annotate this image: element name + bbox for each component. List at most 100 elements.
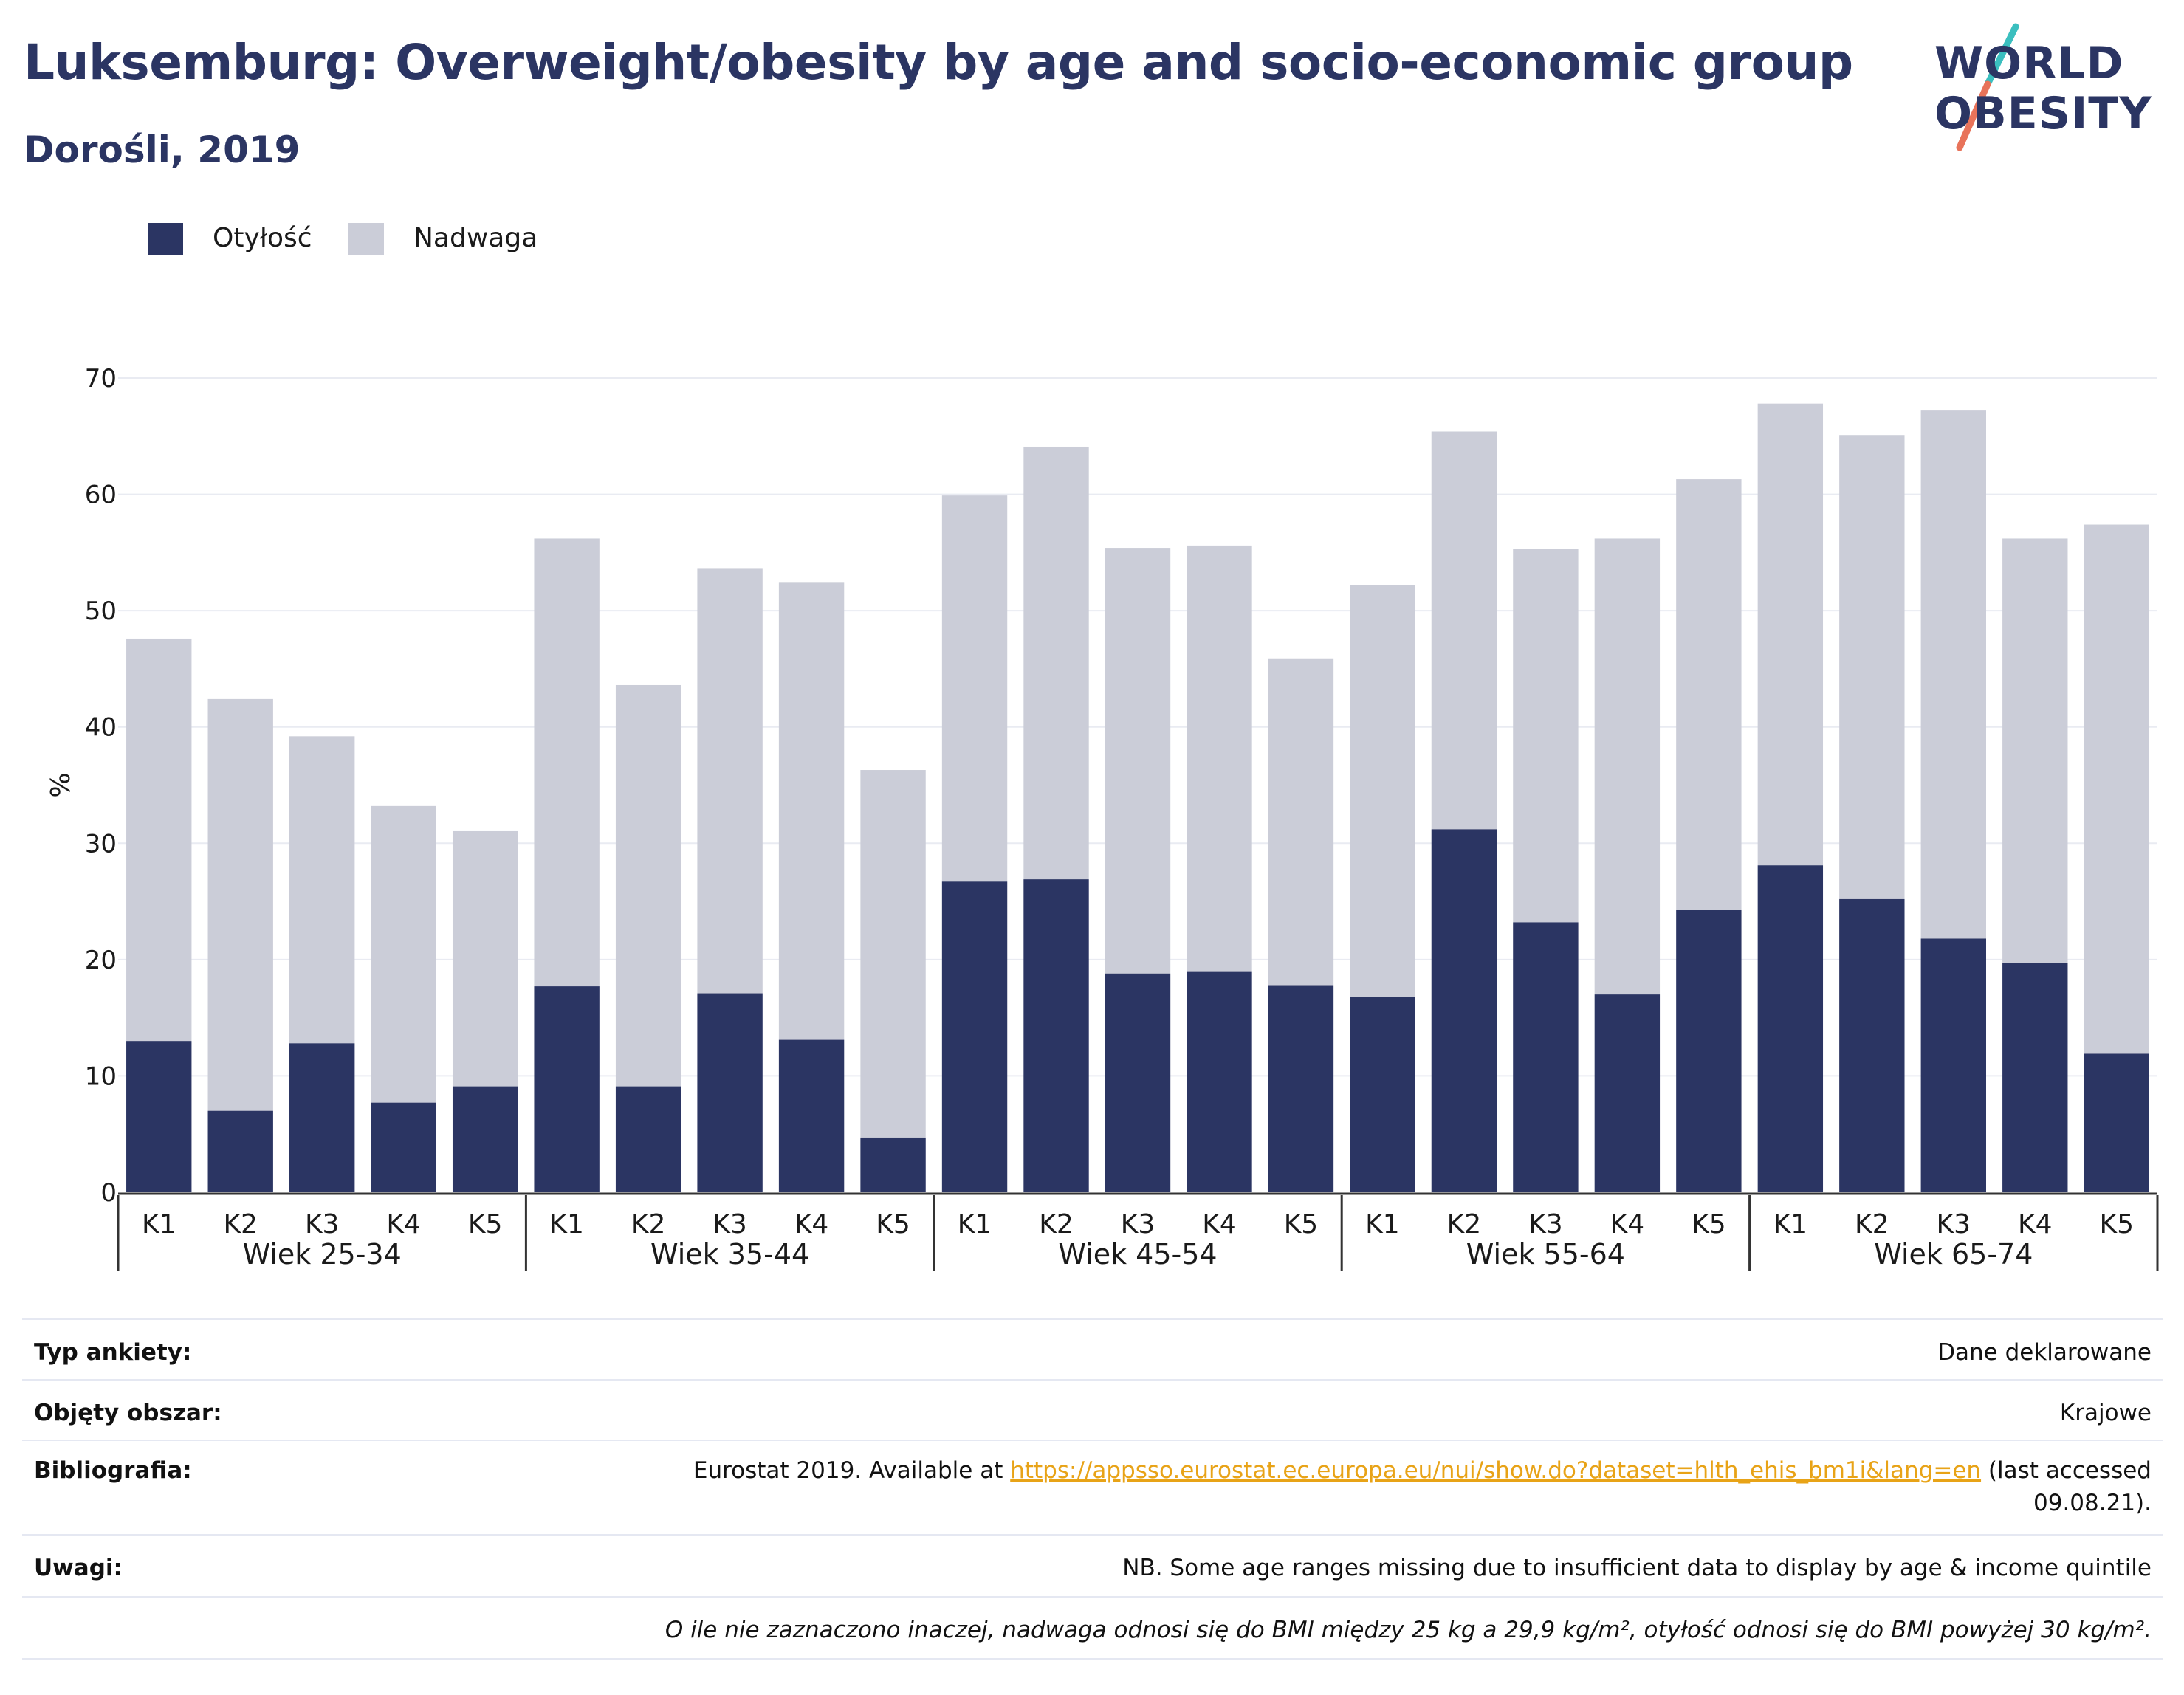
logo-slash-icon (1956, 23, 2019, 151)
info-row-area: Objęty obszar: Krajowe (22, 1379, 2163, 1440)
bibliography-link[interactable]: https://appsso.eurostat.ec.europa.eu/nui… (1010, 1457, 1982, 1484)
x-tick-label: K2 (1855, 1209, 1889, 1240)
bar-overweight[interactable] (289, 736, 355, 1044)
bar-obesity[interactable] (1920, 938, 1986, 1192)
info-table: Typ ankiety: Dane deklarowane Objęty obs… (22, 1318, 2163, 1660)
bar-obesity[interactable] (1594, 994, 1661, 1192)
bar-obesity[interactable] (1757, 865, 1824, 1192)
y-tick-label: 0 (100, 1178, 117, 1208)
info-row-survey: Typ ankiety: Dane deklarowane (22, 1318, 2163, 1379)
bar-obesity[interactable] (2002, 963, 2068, 1192)
x-tick-label: K2 (1447, 1209, 1482, 1240)
bar-overweight[interactable] (371, 805, 436, 1103)
x-tick-label: K4 (2018, 1209, 2053, 1240)
bar-overweight[interactable] (2084, 524, 2149, 1054)
bar-overweight[interactable] (1839, 435, 1905, 899)
bar-obesity[interactable] (1187, 971, 1252, 1192)
bar-obesity[interactable] (126, 1041, 192, 1192)
x-tick-label: K5 (1284, 1209, 1319, 1240)
bar-overweight[interactable] (860, 770, 926, 1138)
info-value-survey: Dane deklarowane (1937, 1339, 2152, 1366)
bar-obesity[interactable] (452, 1086, 518, 1192)
x-tick-label: K1 (1773, 1209, 1808, 1240)
x-tick-label: K3 (1121, 1209, 1155, 1240)
x-tick-label: K4 (386, 1209, 421, 1240)
y-axis-label: % (44, 772, 74, 797)
bar-overweight[interactable] (697, 568, 763, 994)
bar-overweight[interactable] (1431, 431, 1497, 830)
bar-overweight[interactable] (534, 538, 600, 987)
info-row-bibliography: Bibliografia: Eurostat 2019. Available a… (22, 1440, 2163, 1534)
stacked-bar-chart: 0 10 20 30 40 50 60 70% K1 K2 K3 K4 K5 K1 K2 K3 K4 K5 K1 K2… (44, 364, 2159, 1271)
bar-overweight[interactable] (1105, 548, 1171, 974)
bar-obesity[interactable] (1023, 879, 1089, 1192)
bar-overweight[interactable] (1594, 538, 1661, 995)
info-row-footnote: O ile nie zaznaczono inaczej, nadwaga od… (22, 1596, 2163, 1658)
bar-overweight[interactable] (1350, 585, 1415, 997)
bibliography-prefix: Eurostat 2019. Available at (693, 1457, 1011, 1484)
info-label-bibliography: Bibliografia: (34, 1457, 192, 1484)
y-tick-label: 20 (85, 946, 117, 975)
bar-obesity[interactable] (1105, 973, 1171, 1192)
bar-obesity[interactable] (1676, 910, 1742, 1192)
group-label: Wiek 25-34 (243, 1238, 402, 1271)
x-tick-label: K4 (1202, 1209, 1237, 1240)
group-label: Wiek 35-44 (650, 1238, 809, 1271)
bar-overweight[interactable] (941, 495, 1008, 882)
bar-obesity[interactable] (1513, 922, 1579, 1192)
bar-obesity[interactable] (1268, 985, 1334, 1192)
logo-text-world: WORLD (1934, 38, 2124, 89)
bar-overweight[interactable] (126, 638, 192, 1042)
bar-overweight[interactable] (778, 582, 845, 1040)
info-value-notes: NB. Some age ranges missing due to insuf… (1122, 1555, 2152, 1581)
bar-overweight[interactable] (1676, 479, 1742, 910)
group-label: Wiek 55-64 (1466, 1238, 1625, 1271)
bar-obesity[interactable] (371, 1102, 436, 1192)
bar-obesity[interactable] (289, 1043, 355, 1192)
bar-obesity[interactable] (697, 993, 763, 1192)
group-label: Wiek 65-74 (1874, 1238, 2033, 1271)
x-tick-label: K5 (876, 1209, 910, 1240)
bar-obesity[interactable] (615, 1086, 681, 1192)
bar-obesity[interactable] (1431, 829, 1497, 1192)
bar-obesity[interactable] (534, 986, 600, 1192)
legend-swatch-overweight (348, 223, 384, 255)
y-tick-label: 70 (85, 364, 117, 393)
y-tick-label: 60 (85, 481, 117, 510)
bar-obesity[interactable] (207, 1110, 273, 1192)
legend-label-obesity: Otyłość (213, 223, 312, 253)
bar-obesity[interactable] (860, 1137, 926, 1192)
x-tick-label: K1 (1365, 1209, 1400, 1240)
logo-text-obesity: OBESITY (1934, 88, 2152, 140)
bar-overweight[interactable] (1187, 545, 1252, 972)
info-value-bibliography: Eurostat 2019. Available at https://apps… (693, 1454, 2152, 1519)
x-tick-label: K2 (631, 1209, 666, 1240)
bar-obesity[interactable] (778, 1039, 845, 1192)
x-tick-label: K3 (1937, 1209, 1971, 1240)
bar-overweight[interactable] (1757, 403, 1824, 866)
bar-overweight[interactable] (615, 684, 681, 1087)
x-tick-label: K4 (794, 1209, 829, 1240)
info-label-area: Objęty obszar: (34, 1400, 222, 1426)
bar-overweight[interactable] (1268, 658, 1334, 986)
bar-overweight[interactable] (207, 698, 273, 1111)
info-bottom-rule (22, 1658, 2163, 1660)
x-tick-label: K1 (958, 1209, 992, 1240)
world-obesity-logo: WORLD OBESITY (1927, 21, 2163, 154)
bar-overweight[interactable] (2002, 538, 2068, 963)
bar-obesity[interactable] (1839, 898, 1905, 1192)
x-tick-label: K2 (223, 1209, 258, 1240)
bar-obesity[interactable] (2084, 1053, 2149, 1192)
x-tick-label: K2 (1039, 1209, 1074, 1240)
bar-overweight[interactable] (452, 830, 518, 1087)
bar-overweight[interactable] (1513, 549, 1579, 923)
bar-obesity[interactable] (941, 881, 1008, 1192)
bibliography-date: 09.08.21). (2033, 1490, 2152, 1516)
x-tick-label: K5 (468, 1209, 503, 1240)
x-tick-label: K3 (305, 1209, 340, 1240)
bar-overweight[interactable] (1920, 410, 1986, 939)
bar-overweight[interactable] (1023, 446, 1089, 880)
legend-swatch-obesity (148, 223, 183, 255)
bar-obesity[interactable] (1350, 997, 1415, 1192)
info-footnote: O ile nie zaznaczono inaczej, nadwaga od… (665, 1617, 2152, 1643)
